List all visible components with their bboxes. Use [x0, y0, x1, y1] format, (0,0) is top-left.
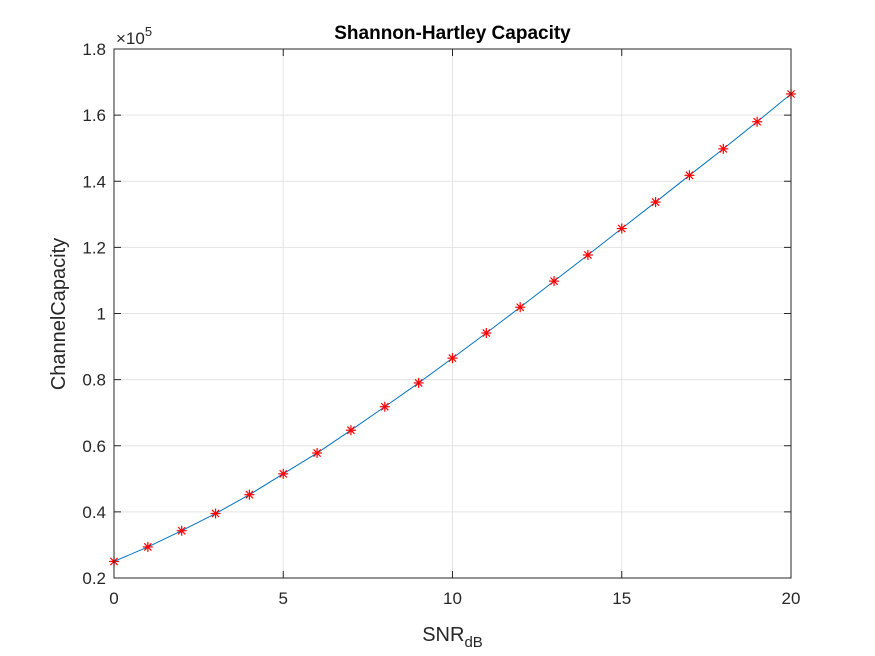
x-tick-label: 5: [279, 589, 288, 608]
data-point-marker: [142, 541, 153, 552]
x-axis-label-main: SNR: [422, 624, 464, 646]
y-tick-label: 0.2: [82, 569, 106, 588]
y-exponent: ×105: [116, 24, 152, 48]
data-point-marker: [481, 328, 492, 339]
data-point-marker: [616, 223, 627, 234]
y-tick-label: 0.6: [82, 437, 106, 456]
data-point-marker: [752, 116, 763, 127]
ticks: 0 5 10 15 20 0.2 0.4 0.6 0.8 1 1.2 1.4 1.6 1.8: [82, 40, 800, 608]
data-point-marker: [650, 197, 661, 208]
y-tick-label: 1: [97, 305, 106, 324]
x-tick-label: 0: [109, 589, 118, 608]
y-tick-label: 0.8: [82, 371, 106, 390]
y-exponent-base: ×10: [116, 29, 145, 48]
data-point-marker: [244, 489, 255, 500]
y-tick-label: 1.6: [82, 106, 106, 125]
y-tick-label: 1.8: [82, 40, 106, 59]
y-axis-label: ChannelCapacity: [48, 238, 70, 390]
data-point-marker: [447, 353, 458, 364]
x-tick-label: 20: [782, 589, 801, 608]
y-exponent-power: 5: [145, 24, 152, 39]
data-point-marker: [684, 170, 695, 181]
data-point-marker: [312, 448, 323, 459]
chart-title: Shannon-Hartley Capacity: [334, 23, 571, 44]
data-point-marker: [718, 143, 729, 154]
y-tick-label: 0.4: [82, 503, 106, 522]
data-point-marker: [515, 302, 526, 313]
x-axis-label-sub: dB: [464, 634, 482, 651]
x-axis-label: SNRdB: [422, 624, 483, 651]
data-point-marker: [345, 425, 356, 436]
y-tick-label: 1.2: [82, 238, 106, 257]
data-point-marker: [210, 508, 221, 519]
data-point-marker: [176, 525, 187, 536]
y-tick-label: 1.4: [82, 172, 106, 191]
data-point-marker: [413, 377, 424, 388]
x-tick-label: 10: [443, 589, 462, 608]
data-point-marker: [582, 249, 593, 260]
series-layer: [109, 88, 796, 567]
x-tick-label: 15: [612, 589, 631, 608]
data-point-marker: [379, 401, 390, 412]
data-point-marker: [549, 276, 560, 287]
data-point-marker: [278, 468, 289, 479]
